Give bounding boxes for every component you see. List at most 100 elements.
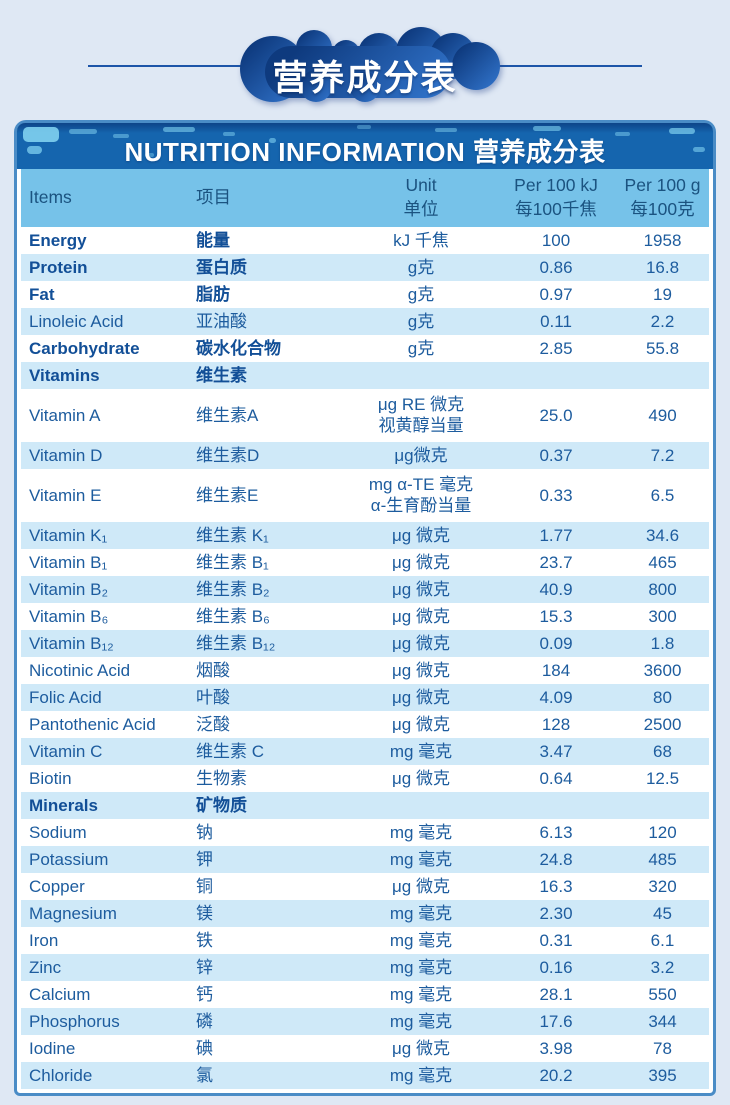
table-row: Zinc 锌 mg 毫克 0.16 3.2 (21, 954, 709, 981)
cell-per-100kj: 40.9 (539, 579, 573, 599)
table-row: Vitamin C 维生素 C mg 毫克 3.47 68 (21, 738, 709, 765)
cell-per-100kj: 0.31 (539, 930, 573, 950)
cell-name-zh: 碳水化合物 (196, 338, 281, 358)
cell-unit: μg微克 (394, 445, 448, 465)
cell-name-en: Vitamin K₁ (29, 525, 108, 545)
texture-mark (223, 132, 235, 136)
cell-unit: g克 (407, 338, 435, 358)
cell-unit: mg α-TE 毫克 α-生育酚当量 (368, 475, 474, 515)
cell-per-100kj: 3.98 (539, 1038, 573, 1058)
cell-name-en: Folic Acid (29, 687, 102, 707)
table-row: Vitamin K₁ 维生素 K₁ μg 微克 1.77 34.6 (21, 522, 709, 549)
table-row: Sodium 钠 mg 毫克 6.13 120 (21, 819, 709, 846)
cell-name-en: Pantothenic Acid (29, 714, 156, 734)
cell-per-100g: 1.8 (650, 633, 675, 653)
table-inner: Items 项目 Unit 单位 Per 100 kJ 每100千焦 Per 1… (17, 169, 713, 1093)
texture-mark (435, 128, 457, 132)
table-row: Copper 铜 μg 微克 16.3 320 (21, 873, 709, 900)
cell-name-zh: 烟酸 (196, 660, 230, 680)
cell-name-en: Protein (29, 257, 88, 277)
cell-unit: mg 毫克 (389, 984, 453, 1004)
cell-name-en: Calcium (29, 984, 91, 1004)
cell-per-100g: 16.8 (645, 257, 680, 277)
cell-per-100kj: 0.86 (539, 257, 573, 277)
cell-name-zh: 生物素 (196, 768, 247, 788)
cell-per-100g: 395 (648, 1065, 677, 1085)
texture-mark (533, 126, 561, 131)
cell-name-zh: 碘 (196, 1038, 213, 1058)
cell-name-zh: 锌 (196, 957, 213, 977)
table-row: Iodine 碘 μg 微克 3.98 78 (21, 1035, 709, 1062)
cell-name-zh: 叶酸 (196, 687, 230, 707)
cell-per-100g: 490 (648, 405, 677, 425)
cell-per-100g: 1958 (643, 230, 682, 250)
cell-unit: kJ 千焦 (393, 230, 449, 250)
cell-per-100g: 78 (653, 1038, 672, 1058)
nutrition-table: NUTRITION INFORMATION 营养成分表 Items 项目 Uni… (14, 120, 716, 1096)
cell-per-100g: 45 (653, 903, 672, 923)
cell-unit: μg 微克 (392, 525, 450, 545)
cell-name-zh: 维生素A (196, 405, 259, 425)
cell-unit: μg 微克 (392, 552, 450, 572)
cell-per-100g: 12.5 (645, 768, 680, 788)
cell-unit: μg 微克 (392, 633, 450, 653)
cell-name-en: Zinc (29, 957, 62, 977)
cell-per-100g: 68 (653, 741, 672, 761)
cell-per-100g: 34.6 (645, 525, 680, 545)
cell-name-zh: 钙 (196, 984, 213, 1004)
cell-name-en: Linoleic Acid (29, 311, 124, 331)
column-items-zh-label: 项目 (196, 187, 231, 208)
cell-per-100g: 3600 (643, 660, 682, 680)
cell-name-en: Carbohydrate (29, 338, 140, 358)
cell-name-en: Iodine (29, 1038, 76, 1058)
cell-unit: μg 微克 (392, 768, 450, 788)
cell-name-en: Copper (29, 876, 85, 896)
cell-name-en: Vitamin B₁₂ (29, 633, 114, 653)
table-row: Nicotinic Acid 烟酸 μg 微克 184 3600 (21, 657, 709, 684)
cell-per-100g: 465 (648, 552, 677, 572)
column-items-label: Items (29, 187, 72, 208)
cell-per-100g: 3.2 (650, 957, 675, 977)
table-body: Energy 能量 kJ 千焦 100 1958 Protein 蛋白质 g克 0.86 16.8… (21, 227, 709, 1089)
table-title: NUTRITION INFORMATION 营养成分表 (124, 137, 606, 167)
texture-mark (27, 146, 42, 154)
cell-per-100kj: 17.6 (539, 1011, 573, 1031)
table-row: Chloride 氯 mg 毫克 20.2 395 (21, 1062, 709, 1089)
cell-name-en: Minerals (29, 795, 98, 815)
cell-name-zh: 维生素 B₂ (196, 579, 270, 599)
cell-unit: mg 毫克 (389, 1065, 453, 1085)
cell-per-100kj: 0.16 (539, 957, 573, 977)
cell-name-en: Vitamin B₆ (29, 606, 109, 626)
cell-per-100g: 300 (648, 606, 677, 626)
cell-name-en: Sodium (29, 822, 87, 842)
cell-name-en: Phosphorus (29, 1011, 120, 1031)
cell-unit: mg 毫克 (389, 903, 453, 923)
table-row: Protein 蛋白质 g克 0.86 16.8 (21, 254, 709, 281)
texture-mark (69, 129, 97, 134)
cell-per-100kj: 28.1 (539, 984, 573, 1004)
column-per-100kj-label-en: Per 100 kJ (514, 175, 598, 196)
cell-name-zh: 亚油酸 (196, 311, 247, 331)
cell-name-en: Energy (29, 230, 87, 250)
cell-per-100g: 2500 (643, 714, 682, 734)
cell-name-zh: 维生素 B₆ (196, 606, 270, 626)
cell-per-100g: 6.5 (650, 485, 675, 505)
cell-name-zh: 磷 (196, 1011, 213, 1031)
table-row: Vitamin E 维生素E mg α-TE 毫克 α-生育酚当量 0.33 6.5 (21, 469, 709, 522)
cell-per-100kj: 0.64 (539, 768, 573, 788)
cell-unit: μg 微克 (392, 714, 450, 734)
cell-unit: mg 毫克 (389, 957, 453, 977)
cell-unit: g克 (407, 284, 435, 304)
texture-mark (113, 134, 129, 138)
cell-per-100kj: 0.97 (539, 284, 573, 304)
cell-name-zh: 维生素D (196, 445, 260, 465)
texture-mark (357, 125, 371, 129)
cell-unit: μg 微克 (392, 579, 450, 599)
cell-name-en: Vitamin E (29, 485, 102, 505)
cell-per-100g: 19 (653, 284, 672, 304)
column-per-100g-label-en: Per 100 g (624, 175, 701, 196)
cell-name-en: Fat (29, 284, 55, 304)
cell-name-zh: 铁 (196, 930, 213, 950)
cell-per-100kj: 24.8 (539, 849, 573, 869)
cell-per-100g: 485 (648, 849, 677, 869)
